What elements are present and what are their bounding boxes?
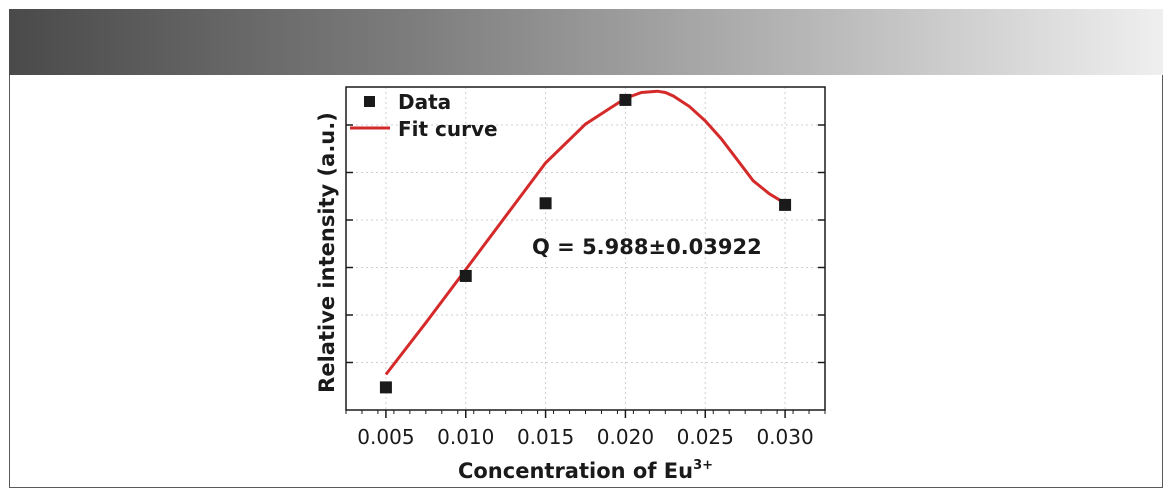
data-point xyxy=(459,269,472,282)
x-axis-title: Concentration of Eu3+ xyxy=(458,458,713,483)
x-axis-title-superscript: 3+ xyxy=(693,458,713,473)
axis-ticks xyxy=(345,124,826,418)
grid-lines xyxy=(346,87,825,410)
x-axis-title-text: Concentration of Eu xyxy=(458,459,693,483)
fit-curve-line xyxy=(384,89,786,376)
legend: Data Fit curve xyxy=(350,90,498,141)
data-point xyxy=(779,198,792,211)
x-tick-label: 0.015 xyxy=(517,425,574,449)
header-bar xyxy=(9,9,1163,75)
x-tick-label: 0.020 xyxy=(597,425,654,449)
x-tick-labels: 0.005 0.010 0.015 0.020 0.025 0.030 xyxy=(357,425,813,449)
data-point xyxy=(619,93,632,106)
data-point xyxy=(379,381,392,394)
y-axis-title: Relative intensity (a.u.) xyxy=(315,112,339,393)
figure-frame: 0.005 0.010 0.015 0.020 0.025 0.030 Q = 5.988… xyxy=(9,75,1163,488)
legend-label-data: Data xyxy=(398,90,451,114)
legend-label-fit: Fit curve xyxy=(398,117,498,141)
x-tick-label: 0.030 xyxy=(756,425,813,449)
data-points xyxy=(379,93,792,394)
x-tick-label: 0.025 xyxy=(677,425,734,449)
data-point xyxy=(539,197,552,210)
x-tick-label: 0.010 xyxy=(437,425,494,449)
x-tick-label: 0.005 xyxy=(357,425,414,449)
chart: 0.005 0.010 0.015 0.020 0.025 0.030 Q = 5.988… xyxy=(315,86,826,483)
legend-data-marker xyxy=(364,96,375,107)
fit-annotation: Q = 5.988±0.03922 xyxy=(532,235,762,259)
